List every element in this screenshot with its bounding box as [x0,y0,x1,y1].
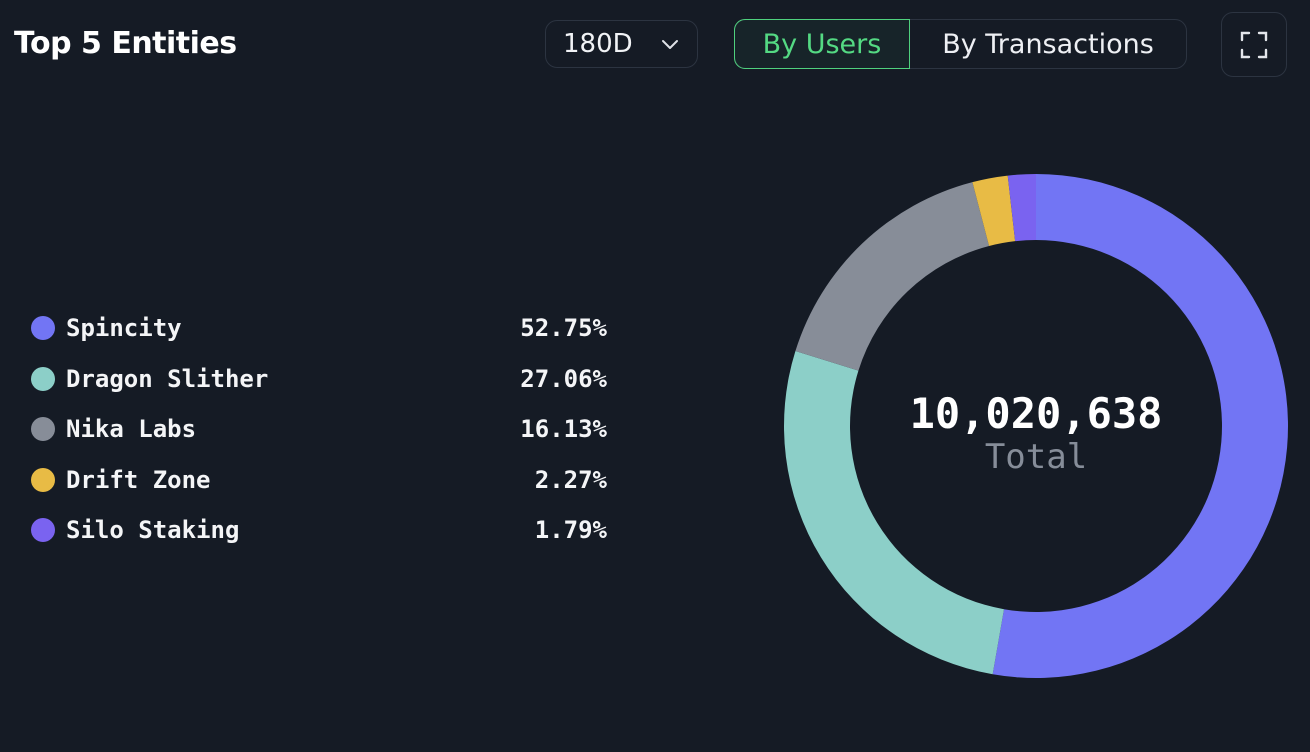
expand-icon [1240,31,1268,58]
legend-label: Spincity [66,314,182,343]
chevron-down-icon [662,40,678,49]
legend-color-dot [31,316,55,341]
legend-item[interactable]: Drift Zone 2.27% [31,455,607,506]
donut-chart: 10,020,638 Total [784,174,1288,678]
donut-slice-nika-labs[interactable] [795,182,990,371]
period-dropdown[interactable]: 180D [545,20,698,68]
legend-color-dot [31,366,55,391]
legend-label: Nika Labs [66,415,197,444]
legend-percentage: 52.75% [520,314,607,343]
by-transactions-button[interactable]: By Transactions [942,28,1154,60]
legend-percentage: 2.27% [534,465,607,494]
center-total-value: 10,020,638 [910,389,1163,438]
legend-percentage: 27.06% [520,364,607,393]
legend-item[interactable]: Dragon Slither 27.06% [31,354,607,405]
donut-slice-silo-staking[interactable] [1007,174,1036,242]
legend-color-dot [31,467,55,492]
legend-item[interactable]: Nika Labs 16.13% [31,404,607,455]
chart-legend: Spincity 52.75% Dragon Slither 27.06% Nika L… [31,303,607,556]
metric-toggle: By Users By Transactions [734,19,1187,69]
donut-slice-drift-zone[interactable] [972,175,1016,247]
by-users-button[interactable]: By Users [734,19,910,69]
legend-item[interactable]: Silo Staking 1.79% [31,505,607,556]
fullscreen-button[interactable] [1221,12,1287,77]
donut-slice-spincity[interactable] [992,174,1288,678]
donut-slice-dragon-slither[interactable] [784,350,1005,675]
legend-color-dot [31,518,55,543]
legend-percentage: 1.79% [534,516,607,545]
center-total-label: Total [985,437,1087,477]
legend-label: Silo Staking [66,516,240,545]
legend-label: Dragon Slither [66,364,269,393]
legend-percentage: 16.13% [520,415,607,444]
panel-title: Top 5 Entities [14,26,237,61]
legend-item[interactable]: Spincity 52.75% [31,303,607,354]
legend-color-dot [31,417,55,442]
legend-label: Drift Zone [66,465,211,494]
period-value: 180D [563,29,633,59]
